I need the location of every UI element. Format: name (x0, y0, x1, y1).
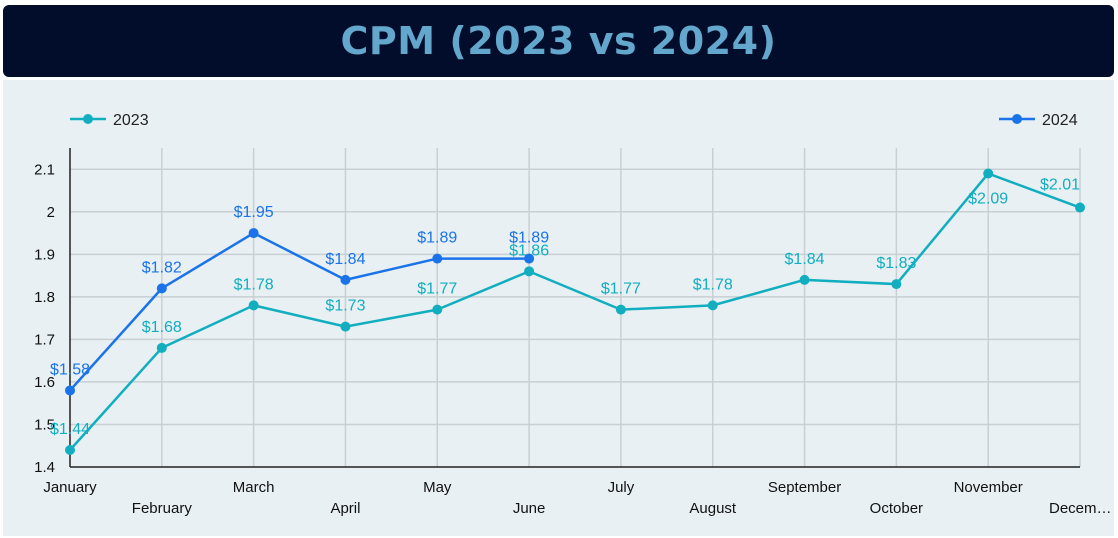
data-label-2024: $1.82 (142, 259, 182, 276)
y-tick-label: 2.1 (34, 161, 55, 178)
data-label-2024: $1.58 (50, 361, 90, 378)
data-label-2023: $1.78 (693, 276, 733, 293)
y-tick-label: 2 (47, 204, 55, 221)
y-tick-label: 1.6 (34, 374, 55, 391)
y-tick-label: 1.8 (34, 289, 55, 306)
data-point-2023 (983, 168, 994, 179)
y-axis-ticks: 1.4 1.5 1.6 1.7 1.8 1.9 2 2.1 (34, 161, 55, 476)
x-tick-label: September (768, 479, 841, 496)
x-axis-ticks: January February March April May June July Augu… (43, 479, 1111, 517)
data-point-2023 (891, 279, 902, 290)
x-tick-label: Decem… (1049, 500, 1112, 517)
series-2024: $1.58 $1.82 $1.95 $1.84 $1.89 $1.89 (50, 204, 549, 396)
data-point-2023 (340, 321, 351, 332)
legend-marker-2024 (1012, 114, 1022, 124)
y-tick-label: 1.4 (34, 459, 55, 476)
x-tick-label: March (233, 479, 275, 496)
data-label-2024: $1.84 (325, 251, 365, 268)
data-label-2024: $1.89 (417, 230, 457, 247)
data-label-2023: $1.44 (50, 421, 90, 438)
y-tick-label: 1.5 (34, 416, 55, 433)
data-point-2023 (615, 304, 626, 315)
data-label-2023: $1.77 (417, 281, 457, 298)
data-point-2023 (248, 300, 259, 311)
data-label-2023: $1.84 (785, 251, 825, 268)
data-label-2024: $1.95 (234, 204, 274, 221)
x-tick-label: August (689, 500, 737, 517)
x-tick-label: July (608, 479, 635, 496)
data-label-2023: $1.68 (142, 319, 182, 336)
grid-lines (70, 148, 1081, 467)
data-label-2024: $1.89 (509, 230, 549, 247)
data-point-2023 (65, 444, 75, 455)
y-tick-label: 1.9 (34, 246, 55, 263)
data-label-2023: $2.01 (1040, 177, 1080, 194)
x-tick-label: June (513, 500, 546, 517)
data-label-2023: $1.77 (601, 281, 641, 298)
data-label-2023: $1.78 (234, 276, 274, 293)
x-tick-label: February (132, 500, 193, 517)
axes (69, 148, 1080, 468)
data-point-2024 (156, 283, 167, 294)
legend-item-2023: 2023 (70, 112, 149, 129)
legend-label-2024: 2024 (1042, 112, 1078, 129)
chart-title: CPM (2023 vs 2024) (340, 19, 777, 63)
legend-item-2024: 2024 (999, 112, 1078, 129)
x-tick-label: October (870, 500, 923, 517)
data-point-2023 (799, 274, 810, 285)
title-banner: CPM (2023 vs 2024) (3, 5, 1114, 77)
data-point-2023 (707, 300, 718, 311)
data-label-2023: $1.86 (509, 242, 549, 259)
legend-label-2023: 2023 (113, 112, 149, 129)
x-tick-label: November (954, 479, 1023, 496)
x-tick-label: April (330, 500, 360, 517)
data-point-2024 (65, 385, 75, 396)
data-point-2024 (248, 228, 259, 239)
y-tick-label: 1.7 (34, 331, 55, 348)
chart-panel (3, 80, 1114, 536)
data-label-2023: $1.83 (876, 255, 916, 272)
series-line-2024 (69, 231, 530, 392)
x-tick-label: January (43, 479, 97, 496)
data-point-2023 (524, 266, 535, 277)
data-point-2023 (1075, 202, 1085, 213)
data-point-2024 (432, 253, 443, 264)
data-point-2024 (340, 274, 351, 285)
series-2023: $1.44 $1.68 $1.78 $1.73 $1.77 $1.86 $1.77 $1.78… (50, 168, 1085, 455)
x-tick-label: May (423, 479, 452, 496)
data-point-2024 (524, 253, 535, 264)
data-point-2023 (156, 342, 167, 353)
data-point-2023 (432, 304, 443, 315)
series-line-2023 (69, 172, 1081, 451)
legend-marker-2023 (83, 114, 93, 124)
legend: 2023 2024 (70, 112, 1078, 129)
data-label-2023: $1.73 (325, 298, 365, 315)
data-label-2023: $2.09 (968, 191, 1008, 208)
series-group: $1.44 $1.68 $1.78 $1.73 $1.77 $1.86 $1.77 $1.78… (50, 168, 1085, 455)
